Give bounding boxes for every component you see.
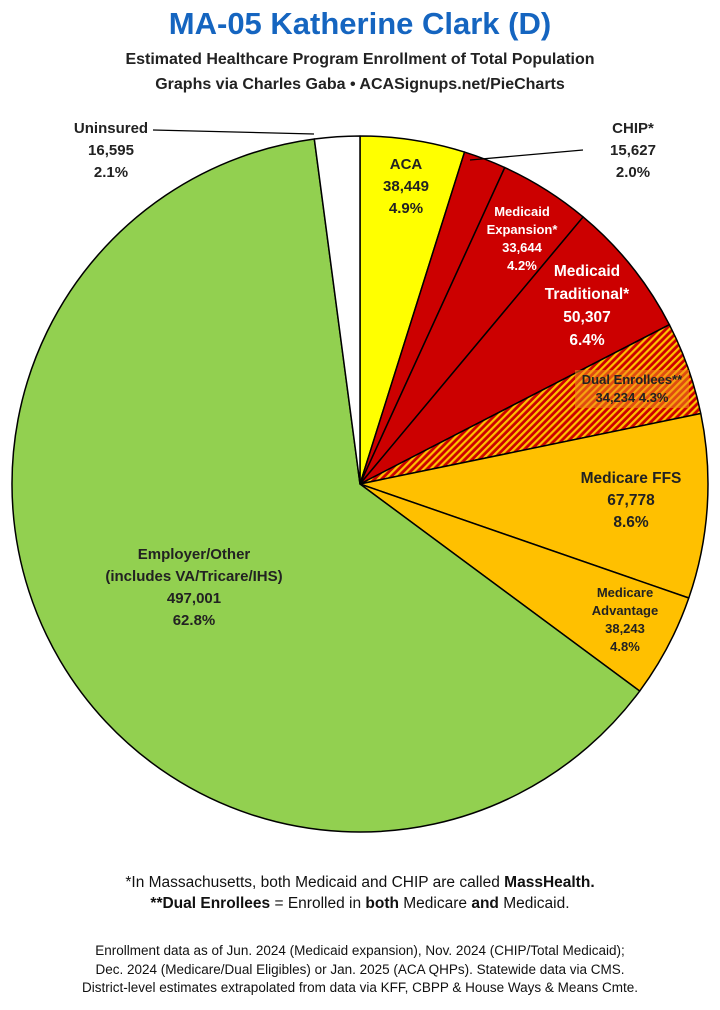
slice-medicaid-expansion-percent: 4.2% bbox=[507, 258, 537, 273]
leader-lines bbox=[152, 129, 584, 161]
slice-medicaid-expansion-label-2: Expansion* bbox=[487, 222, 559, 237]
slice-chip-percent: 2.0% bbox=[616, 164, 650, 181]
slice-uninsured-label-1: Uninsured bbox=[74, 120, 148, 137]
source-line-1: Enrollment data as of Jun. 2024 (Medicai… bbox=[95, 943, 625, 958]
slice-medicare-ffs-percent: 8.6% bbox=[613, 514, 649, 531]
footnotes: *In Massachusetts, both Medicaid and CHI… bbox=[0, 872, 720, 914]
slice-aca-value: 38,449 bbox=[383, 178, 429, 195]
slice-medicaid-traditional-label-2: Traditional* bbox=[545, 286, 630, 303]
slice-medicaid-traditional-value: 50,307 bbox=[563, 309, 610, 326]
slice-dual-enrollees-label: Dual Enrollees** bbox=[582, 372, 683, 387]
slice-dual-enrollees-value-percent: 34,234 4.3% bbox=[595, 390, 668, 405]
source-line-3: District-level estimates extrapolated fr… bbox=[82, 980, 638, 995]
slice-aca-percent: 4.9% bbox=[389, 200, 423, 217]
chart-credit: Graphs via Charles Gaba • ACASignups.net… bbox=[155, 76, 565, 93]
pie-slice-employer-other-includes-va-tricare-ihs bbox=[11, 138, 641, 833]
slice-chip-label-1: CHIP* bbox=[612, 120, 654, 137]
slice-employer-other-includes-va-tricare-ihs-label-2: (includes VA/Tricare/IHS) bbox=[105, 568, 282, 585]
slice-employer-other-includes-va-tricare-ihs-percent: 62.8% bbox=[173, 612, 216, 629]
slice-medicaid-expansion-value: 33,644 bbox=[502, 240, 543, 255]
slice-uninsured-value: 16,595 bbox=[88, 142, 134, 159]
pie-slice-medicare-ffs bbox=[359, 412, 709, 599]
footnote-dual-enrollees: **Dual Enrollees = Enrolled in both Medi… bbox=[150, 895, 570, 912]
leader-line-uninsured bbox=[152, 129, 315, 135]
slice-medicare-advantage-percent: 4.8% bbox=[610, 639, 640, 654]
pie-chart: ACA 38,449 4.9% CHIP* 15,627 2.0% Medicaid Expa… bbox=[11, 120, 709, 833]
slice-aca-label-1: ACA bbox=[390, 156, 423, 173]
chart-subtitle: Estimated Healthcare Program Enrollment … bbox=[125, 51, 595, 68]
slice-medicaid-traditional-percent: 6.4% bbox=[569, 332, 605, 349]
slice-medicaid-expansion-label-1: Medicaid bbox=[494, 204, 550, 219]
slice-employer-other-includes-va-tricare-ihs-value: 497,001 bbox=[167, 590, 221, 607]
data-sources: Enrollment data as of Jun. 2024 (Medicai… bbox=[0, 942, 720, 998]
pie-slices bbox=[11, 135, 709, 833]
chart-title: MA-05 Katherine Clark (D) bbox=[168, 6, 552, 41]
dual-enrollees-label-box bbox=[575, 370, 689, 408]
slice-medicare-ffs-label-1: Medicare FFS bbox=[581, 470, 682, 487]
pie-slice-medicaid-traditional bbox=[359, 216, 671, 485]
slice-employer-other-includes-va-tricare-ihs-label-1: Employer/Other bbox=[138, 546, 251, 563]
footnote-masshealth: *In Massachusetts, both Medicaid and CHI… bbox=[125, 874, 595, 891]
slice-medicaid-traditional-label-1: Medicaid bbox=[554, 263, 620, 280]
slice-medicare-advantage-label-2: Advantage bbox=[592, 603, 658, 618]
slice-medicare-ffs-value: 67,778 bbox=[607, 492, 655, 509]
slice-labels: ACA 38,449 4.9% CHIP* 15,627 2.0% Medicaid Expa… bbox=[74, 120, 689, 654]
leader-line-chip bbox=[469, 149, 584, 161]
slice-chip-value: 15,627 bbox=[610, 142, 656, 159]
source-line-2: Dec. 2024 (Medicare/Dual Eligibles) or J… bbox=[95, 961, 625, 977]
slice-medicare-advantage-value: 38,243 bbox=[605, 621, 645, 636]
pie-slice-uninsured bbox=[313, 135, 361, 485]
slice-uninsured-percent: 2.1% bbox=[94, 164, 128, 181]
slice-medicare-advantage-label-1: Medicare bbox=[597, 585, 653, 600]
